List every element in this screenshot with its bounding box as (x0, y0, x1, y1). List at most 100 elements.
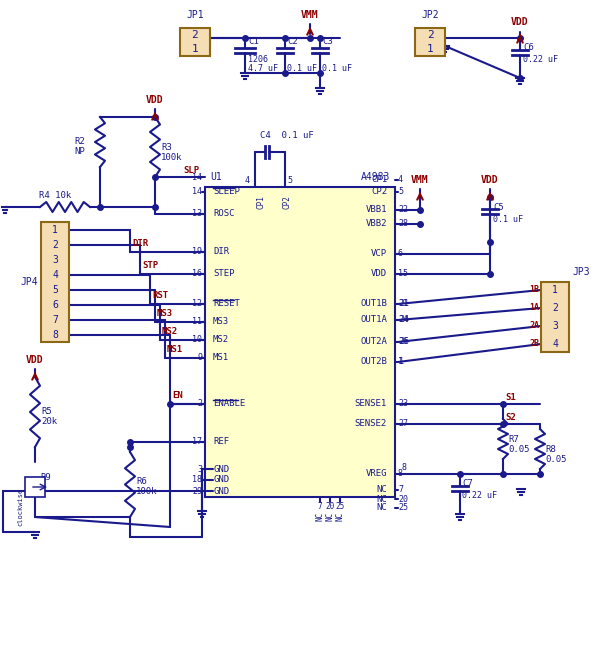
Text: 6: 6 (52, 300, 58, 310)
Text: 0.22 uF: 0.22 uF (462, 491, 497, 501)
Text: NC: NC (376, 503, 387, 513)
Text: 4: 4 (245, 176, 250, 185)
Text: 5: 5 (287, 176, 292, 185)
Text: 0.22 uF: 0.22 uF (523, 56, 558, 65)
Text: 21: 21 (399, 300, 409, 308)
Text: VDD: VDD (371, 269, 387, 278)
Text: 9: 9 (197, 353, 202, 362)
Text: R5: R5 (41, 407, 52, 417)
Text: 15: 15 (398, 269, 408, 278)
Text: R4 10k: R4 10k (39, 191, 71, 200)
Text: CP1: CP1 (257, 195, 266, 209)
Text: 1206: 1206 (248, 55, 268, 64)
Text: 2: 2 (191, 30, 199, 40)
Text: SLP: SLP (184, 166, 200, 175)
Text: 26: 26 (398, 337, 408, 347)
Text: 5: 5 (52, 285, 58, 295)
Text: 8: 8 (52, 330, 58, 340)
Text: ROSC: ROSC (213, 210, 235, 218)
Text: STP: STP (142, 261, 158, 270)
Text: DIR: DIR (213, 247, 229, 257)
Text: clockwise: clockwise (17, 488, 23, 526)
Text: VBB2: VBB2 (365, 220, 387, 228)
Text: DIR: DIR (132, 239, 148, 248)
Text: 22: 22 (398, 206, 408, 214)
Text: 3: 3 (552, 321, 558, 331)
Text: 8: 8 (398, 470, 403, 478)
Text: 1: 1 (399, 358, 404, 366)
Text: 2: 2 (552, 303, 558, 313)
Text: U1: U1 (210, 172, 222, 182)
Text: C7: C7 (462, 480, 473, 489)
Text: R6: R6 (136, 478, 147, 487)
Text: 1: 1 (552, 285, 558, 295)
Text: 29: 29 (192, 487, 202, 495)
Text: 1: 1 (427, 44, 433, 54)
Text: SENSE2: SENSE2 (355, 419, 387, 429)
Text: 13: 13 (192, 210, 202, 218)
Text: GND: GND (213, 464, 229, 474)
Text: 4: 4 (552, 339, 558, 349)
Text: 3: 3 (52, 255, 58, 265)
Text: OUT2A: OUT2A (360, 337, 387, 347)
Text: 4: 4 (52, 270, 58, 280)
Text: MS3: MS3 (157, 309, 173, 318)
Text: 0.05: 0.05 (545, 454, 566, 464)
Text: 24: 24 (398, 315, 408, 325)
Text: SENSE1: SENSE1 (355, 399, 387, 409)
Bar (41, 222, 69, 342)
Text: JP1: JP1 (186, 10, 204, 20)
Text: 20: 20 (325, 502, 335, 511)
Text: C3: C3 (322, 37, 333, 46)
Text: S2: S2 (505, 413, 516, 422)
Text: 100k: 100k (161, 153, 182, 161)
Text: 16: 16 (192, 269, 202, 278)
Text: R8: R8 (545, 444, 556, 454)
Text: 25: 25 (335, 502, 344, 511)
Text: 19: 19 (192, 247, 202, 257)
Text: REF: REF (213, 437, 229, 446)
Text: 0.05: 0.05 (508, 444, 530, 454)
Text: 14: 14 (192, 173, 202, 181)
Text: 10: 10 (192, 335, 202, 345)
Text: 1A: 1A (529, 304, 539, 312)
Bar (415, 28, 445, 56)
Text: MS2: MS2 (213, 335, 229, 345)
Text: GND: GND (213, 476, 229, 485)
Text: 20k: 20k (41, 417, 57, 427)
Text: 4: 4 (398, 175, 403, 185)
Text: NC: NC (335, 512, 344, 521)
Text: 14: 14 (192, 187, 202, 196)
Text: R3: R3 (161, 142, 172, 151)
Text: 2A: 2A (529, 321, 539, 331)
Text: STEP: STEP (213, 269, 235, 278)
Text: A4983: A4983 (361, 172, 390, 182)
Text: VREG: VREG (365, 470, 387, 478)
Text: C4  0.1 uF: C4 0.1 uF (260, 131, 314, 140)
Bar (541, 282, 569, 352)
Text: 27: 27 (398, 419, 408, 429)
Text: S1: S1 (505, 393, 516, 402)
Text: R2: R2 (74, 138, 85, 146)
Text: 17: 17 (192, 437, 202, 446)
Text: VDD: VDD (481, 175, 499, 185)
Text: C6: C6 (523, 44, 534, 52)
Text: 0.1 uF: 0.1 uF (322, 64, 352, 73)
Text: 1B: 1B (529, 286, 539, 294)
Text: 7: 7 (52, 315, 58, 325)
Text: 1: 1 (398, 358, 403, 366)
Text: 20: 20 (398, 495, 408, 503)
Text: VDD: VDD (146, 95, 164, 105)
Text: 26: 26 (399, 337, 409, 347)
Text: CP2: CP2 (283, 195, 292, 209)
Text: 3: 3 (197, 464, 202, 474)
Text: 0.1 uF: 0.1 uF (287, 64, 317, 73)
Text: VDD: VDD (511, 17, 529, 27)
Bar (180, 28, 210, 56)
Text: CP1: CP1 (371, 175, 387, 185)
Text: JP4: JP4 (20, 277, 38, 287)
Text: EN: EN (172, 391, 183, 400)
Text: SLEEP: SLEEP (213, 187, 240, 196)
Text: C1: C1 (248, 37, 259, 46)
Text: MS1: MS1 (167, 345, 183, 354)
